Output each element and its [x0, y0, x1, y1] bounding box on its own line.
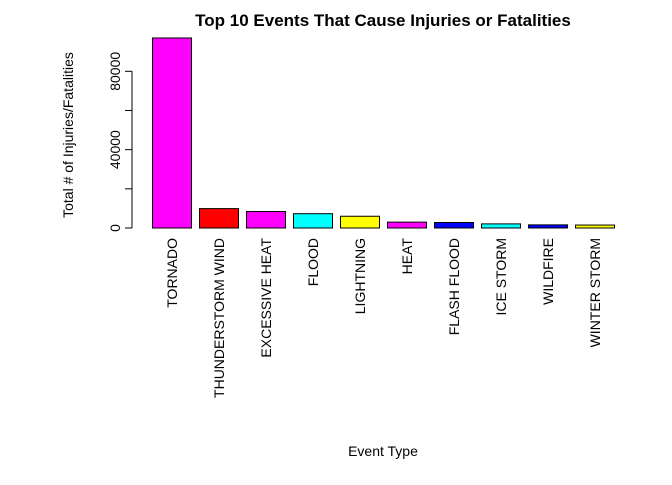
x-tick-label-excessive-heat: EXCESSIVE HEAT	[258, 238, 274, 358]
bar-winter-storm	[575, 224, 615, 229]
x-tick-label-ice-storm: ICE STORM	[493, 238, 509, 316]
y-tick-label-40000: 40000	[107, 130, 123, 169]
bar-flash-flood	[434, 222, 474, 229]
plot-area	[152, 37, 615, 229]
x-axis-label: Event Type	[348, 443, 418, 459]
bar-ice-storm	[481, 223, 521, 229]
y-tick-label-80000: 80000	[107, 52, 123, 91]
x-tick-labels: TORNADO THUNDERSTORM WIND EXCESSIVE HEAT FL…	[164, 238, 603, 398]
x-tick-label-lightning: LIGHTNING	[352, 238, 368, 314]
y-axis: 0 40000 80000	[107, 52, 133, 232]
bar-tornado	[152, 37, 192, 229]
bar-excessive-heat	[246, 211, 286, 229]
x-tick-label-thunderstorm-wind: THUNDERSTORM WIND	[211, 238, 227, 398]
bar-wildfire	[528, 224, 568, 229]
chart-title: Top 10 Events That Cause Injuries or Fat…	[195, 11, 571, 30]
bar-heat	[387, 221, 427, 229]
bar-lightning	[340, 215, 380, 229]
bar-flood	[293, 213, 333, 229]
x-tick-label-wildfire: WILDFIRE	[540, 238, 556, 305]
x-tick-label-winter-storm: WINTER STORM	[587, 238, 603, 347]
x-tick-label-flood: FLOOD	[305, 238, 321, 286]
bar-thunderstorm-wind	[199, 208, 239, 229]
x-tick-label-tornado: TORNADO	[164, 238, 180, 308]
y-axis-label: Total # of Injuries/Fatalities	[60, 52, 76, 218]
y-tick-label-0: 0	[107, 224, 123, 232]
x-tick-label-flash-flood: FLASH FLOOD	[446, 238, 462, 335]
x-tick-label-heat: HEAT	[399, 238, 415, 275]
